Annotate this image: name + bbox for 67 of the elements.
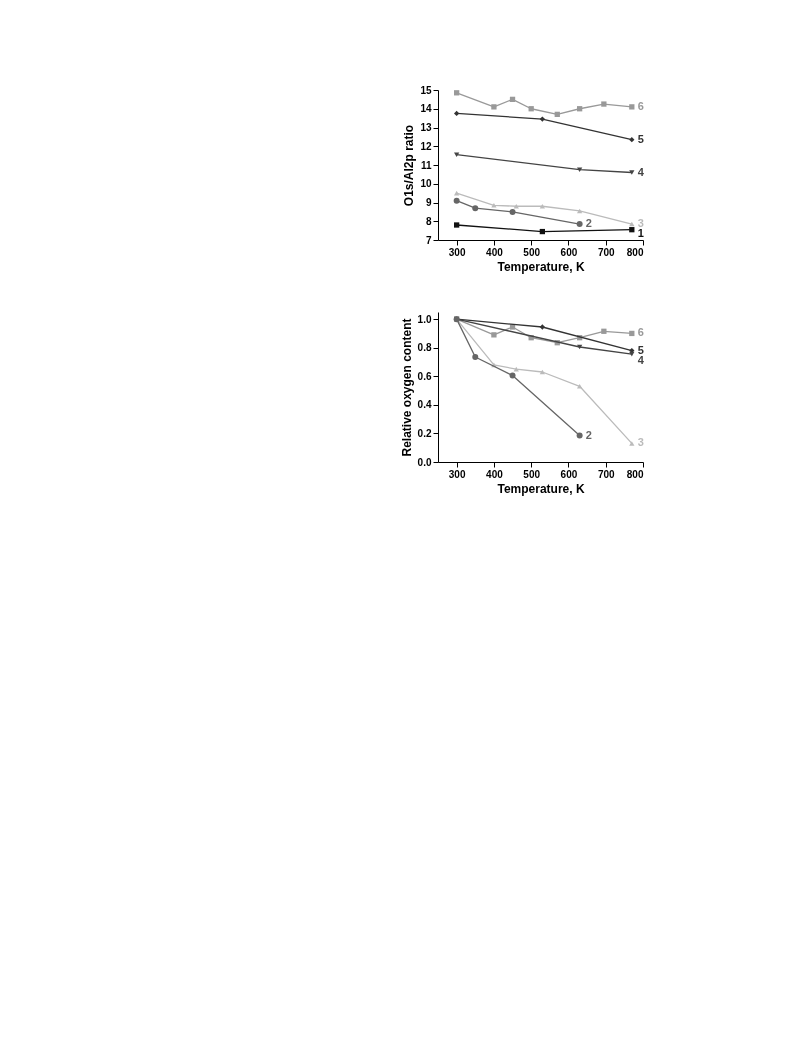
point: [453, 222, 460, 228]
x-tick-label: 700: [597, 468, 616, 480]
point: [629, 104, 635, 110]
point: [491, 104, 497, 110]
y-tick-label: 11: [420, 159, 432, 171]
x-tick-label: 500: [523, 246, 541, 258]
y-tick-label: 13: [420, 122, 432, 133]
point: [491, 203, 497, 208]
x-tick-label: 300: [448, 246, 466, 258]
point: [576, 167, 583, 172]
text: 5: [637, 132, 644, 145]
y-tick-label: 15: [420, 84, 432, 96]
x-tick-label: 700: [597, 246, 616, 258]
y-axis-title: Relative oxygen content: [399, 318, 414, 457]
y-tick-label: 0.6: [417, 370, 432, 382]
point: [539, 203, 546, 209]
y-tick-label: 0.2: [417, 427, 432, 439]
point: [453, 152, 460, 157]
legend-label: 5: [637, 343, 644, 356]
y-tick-label: 9: [425, 197, 432, 208]
point: [472, 205, 479, 212]
x-axis-title: Temperature, K: [497, 259, 585, 274]
y-tick-label: 10: [420, 178, 432, 190]
point: [576, 383, 583, 389]
point: [453, 110, 460, 117]
point: [509, 208, 516, 215]
x-tick-label: 400: [486, 468, 504, 480]
x-tick-label: 800: [626, 246, 644, 258]
x-axis-title: Temperature, K: [497, 481, 585, 496]
y-tick-label: 0.0: [417, 456, 432, 468]
x-tick-label: 600: [560, 468, 578, 480]
point: [513, 203, 519, 209]
point: [601, 328, 607, 334]
y-tick-label: 7: [425, 234, 432, 246]
point: [576, 208, 583, 214]
y-tick-label: 8: [425, 215, 432, 227]
text: 6: [637, 99, 644, 112]
y-tick-label: 12: [420, 140, 432, 152]
point: [472, 354, 479, 360]
point: [491, 332, 497, 338]
x-tick-label: 800: [626, 468, 644, 480]
point: [629, 170, 635, 175]
point: [576, 221, 583, 228]
y-tick-label: 1.0: [417, 313, 432, 325]
point: [539, 369, 546, 375]
text: 2: [585, 217, 592, 230]
x-tick-label: 500: [523, 468, 541, 480]
point: [629, 137, 635, 143]
x-tick-label: 300: [448, 468, 466, 480]
x-tick-label: 600: [560, 246, 578, 258]
series-label: 4: [637, 353, 645, 366]
legend-label: 6: [637, 326, 644, 339]
legend-label: 3: [637, 436, 644, 449]
x-tick-label: 400: [486, 246, 504, 258]
y-tick-label: 0.4: [417, 399, 432, 411]
series-label: 4: [637, 165, 645, 178]
y-axis-title: O1s/Al2p ratio: [402, 124, 417, 207]
point: [539, 116, 546, 122]
y-tick-label: 0.8: [417, 342, 432, 354]
point: [509, 372, 516, 379]
legend-label: 2: [585, 428, 592, 441]
text: 3: [637, 217, 644, 230]
point: [601, 101, 607, 107]
point: [539, 324, 546, 330]
point: [453, 197, 460, 204]
y-tick-label: 14: [420, 103, 432, 115]
series-label: 1: [637, 227, 644, 240]
